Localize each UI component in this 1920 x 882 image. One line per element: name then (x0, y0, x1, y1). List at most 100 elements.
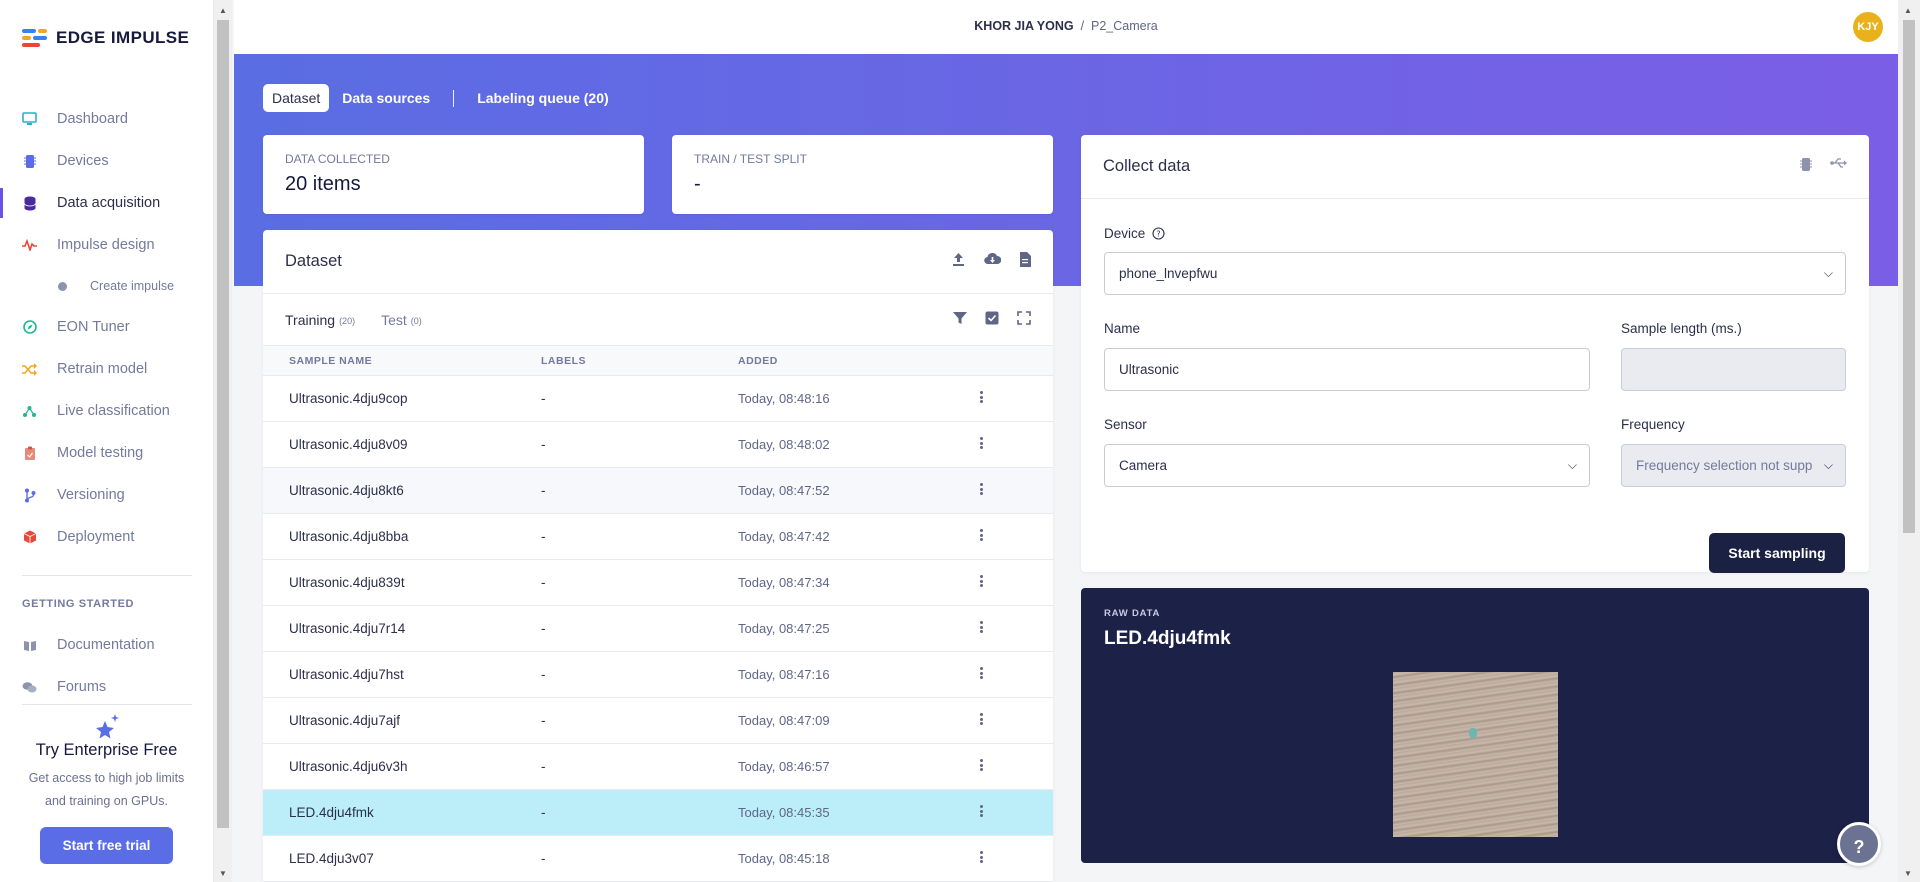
column-header[interactable]: SAMPLE NAME (289, 354, 373, 367)
scroll-up-arrow-icon[interactable]: ▲ (1904, 6, 1912, 15)
sample-name[interactable]: Ultrasonic.4dju8bba (289, 529, 409, 544)
sidebar-item-model-testing[interactable]: Model testing (0, 432, 213, 474)
scrollbar-thumb[interactable] (1903, 20, 1915, 533)
sidebar-item-label: Impulse design (57, 237, 155, 253)
table-row[interactable]: LED.4dju4fmk - Today, 08:45:35 (263, 790, 1053, 836)
sidebar-scrollbar[interactable]: ▲ ▼ (214, 0, 232, 882)
table-row[interactable]: Ultrasonic.4dju8v09 - Today, 08:48:02 (263, 422, 1053, 468)
card-title: Dataset (285, 252, 342, 270)
tab-training[interactable]: Training (20) (285, 312, 355, 328)
sidebar-item-dashboard[interactable]: Dashboard (0, 98, 213, 140)
tab-labeling-queue[interactable]: Labeling queue (20) (477, 90, 609, 106)
sample-name[interactable]: Ultrasonic.4dju7r14 (289, 621, 406, 636)
sample-name[interactable]: Ultrasonic.4dju6v3h (289, 759, 408, 774)
start-sampling-button[interactable]: Start sampling (1709, 533, 1845, 573)
scroll-down-arrow-icon[interactable]: ▼ (219, 869, 227, 878)
sensor-select[interactable]: Camera ⌵ (1104, 444, 1590, 487)
more-vertical-icon[interactable] (961, 574, 1001, 592)
table-row[interactable]: Ultrasonic.4dju8bba - Today, 08:47:42 (263, 514, 1053, 560)
scrollbar-thumb[interactable] (217, 20, 229, 828)
sidebar-item-eon-tuner[interactable]: EON Tuner (0, 306, 213, 348)
sidebar-item-label: Live classification (57, 403, 170, 419)
promo-text: Get access to high job limits and trainin… (0, 767, 213, 813)
sample-name[interactable]: Ultrasonic.4dju7ajf (289, 713, 401, 728)
more-vertical-icon[interactable] (961, 804, 1001, 822)
table-row[interactable]: LED.4dju3v07 - Today, 08:45:18 (263, 836, 1053, 882)
sample-name[interactable]: LED.4dju4fmk (289, 805, 374, 820)
table-row[interactable]: Ultrasonic.4dju7ajf - Today, 08:47:09 (263, 698, 1053, 744)
sidebar-subitem-label: Create impulse (90, 279, 175, 293)
sample-name[interactable]: Ultrasonic.4dju9cop (289, 391, 408, 406)
scroll-up-arrow-icon[interactable]: ▲ (219, 6, 227, 15)
sample-image (1393, 672, 1558, 837)
table-row[interactable]: Ultrasonic.4dju839t - Today, 08:47:34 (263, 560, 1053, 606)
sample-label: - (541, 621, 546, 636)
table-row[interactable]: Ultrasonic.4dju7r14 - Today, 08:47:25 (263, 606, 1053, 652)
more-vertical-icon[interactable] (961, 850, 1001, 868)
sidebar-subitem-create-impulse[interactable]: Create impulse (0, 266, 213, 306)
column-header[interactable]: LABELS (541, 354, 586, 367)
more-vertical-icon[interactable] (961, 666, 1001, 684)
sidebar-item-deployment[interactable]: Deployment (0, 516, 213, 558)
more-vertical-icon[interactable] (961, 620, 1001, 638)
tab-test[interactable]: Test (0) (381, 312, 422, 328)
breadcrumb-project[interactable]: P2_Camera (1091, 19, 1158, 33)
more-vertical-icon[interactable] (961, 712, 1001, 730)
name-input[interactable]: Ultrasonic (1104, 348, 1590, 391)
more-vertical-icon[interactable] (961, 390, 1001, 408)
more-vertical-icon[interactable] (961, 436, 1001, 454)
page-scrollbar[interactable]: ▲ ▼ (1898, 0, 1920, 882)
expand-icon[interactable] (1017, 311, 1031, 325)
train-test-split-card: TRAIN / TEST SPLIT - (672, 135, 1053, 214)
sidebar-item-live-classification[interactable]: Live classification (0, 390, 213, 432)
sidebar-item-devices[interactable]: Devices (0, 140, 213, 182)
table-row[interactable]: Ultrasonic.4dju6v3h - Today, 08:46:57 (263, 744, 1053, 790)
sidebar-item-forums[interactable]: Forums (0, 666, 213, 708)
start-free-trial-button[interactable]: Start free trial (40, 827, 173, 864)
column-header[interactable]: ADDED (738, 354, 778, 367)
help-circle-icon[interactable]: ? (1152, 227, 1165, 240)
sample-name[interactable]: LED.4dju3v07 (289, 851, 374, 866)
filter-icon[interactable] (953, 311, 967, 325)
more-vertical-icon[interactable] (961, 482, 1001, 500)
sample-name[interactable]: Ultrasonic.4dju8kt6 (289, 483, 404, 498)
sample-name[interactable]: Ultrasonic.4dju7hst (289, 667, 404, 682)
table-row[interactable]: Ultrasonic.4dju9cop - Today, 08:48:16 (263, 376, 1053, 422)
section-tabs: Dataset Data sources Labeling queue (20) (263, 84, 622, 112)
tab-data-sources[interactable]: Data sources (342, 90, 431, 106)
usb-icon[interactable] (1830, 157, 1847, 172)
sidebar-item-label: Deployment (57, 529, 135, 545)
sample-name[interactable]: Ultrasonic.4dju839t (289, 575, 405, 590)
tab-dataset[interactable]: Dataset (263, 84, 330, 112)
frequency-select: Frequency selection not supp ⌵ (1621, 444, 1846, 487)
sidebar-item-data-acquisition[interactable]: Data acquisition (0, 182, 213, 224)
breadcrumb-user[interactable]: KHOR JIA YONG (974, 19, 1074, 33)
more-vertical-icon[interactable] (961, 758, 1001, 776)
edge-impulse-logo-icon (22, 28, 48, 48)
input-value: Ultrasonic (1119, 362, 1180, 377)
scroll-down-arrow-icon[interactable]: ▼ (1904, 869, 1912, 878)
sidebar-item-retrain-model[interactable]: Retrain model (0, 348, 213, 390)
sample-name[interactable]: Ultrasonic.4dju8v09 (289, 437, 408, 452)
sidebar-item-impulse-design[interactable]: Impulse design (0, 224, 213, 266)
sample-label: - (541, 759, 546, 774)
table-row[interactable]: Ultrasonic.4dju7hst - Today, 08:47:16 (263, 652, 1053, 698)
document-icon[interactable] (1019, 252, 1031, 267)
led-in-photo (1469, 728, 1477, 738)
logo[interactable]: EDGE IMPULSE (22, 28, 189, 48)
avatar[interactable]: KJY (1853, 12, 1883, 42)
sidebar-item-documentation[interactable]: Documentation (0, 624, 213, 666)
select-checkbox-icon[interactable] (985, 311, 999, 325)
table-row[interactable]: Ultrasonic.4dju8kt6 - Today, 08:47:52 (263, 468, 1053, 514)
help-button[interactable]: ? (1837, 822, 1881, 866)
sidebar-item-versioning[interactable]: Versioning (0, 474, 213, 516)
logo-text: EDGE IMPULSE (56, 28, 190, 47)
main-area: KHOR JIA YONG / P2_Camera KJY Dataset Da… (234, 0, 1898, 882)
dataset-card-header: Dataset (263, 230, 1053, 294)
device-chip-icon[interactable] (1800, 157, 1812, 172)
device-select[interactable]: phone_lnvepfwu ⌵ (1104, 252, 1846, 295)
cloud-download-icon[interactable] (984, 252, 1001, 267)
sparkle-star-icon (94, 713, 120, 739)
upload-icon[interactable] (951, 252, 966, 267)
more-vertical-icon[interactable] (961, 528, 1001, 546)
